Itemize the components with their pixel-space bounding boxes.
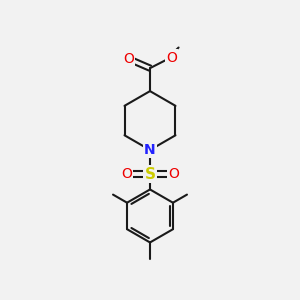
Text: N: N [144, 143, 156, 157]
Text: O: O [168, 167, 179, 181]
Text: S: S [145, 167, 155, 182]
Text: O: O [123, 52, 134, 66]
Text: O: O [166, 50, 177, 64]
Text: O: O [121, 167, 132, 181]
